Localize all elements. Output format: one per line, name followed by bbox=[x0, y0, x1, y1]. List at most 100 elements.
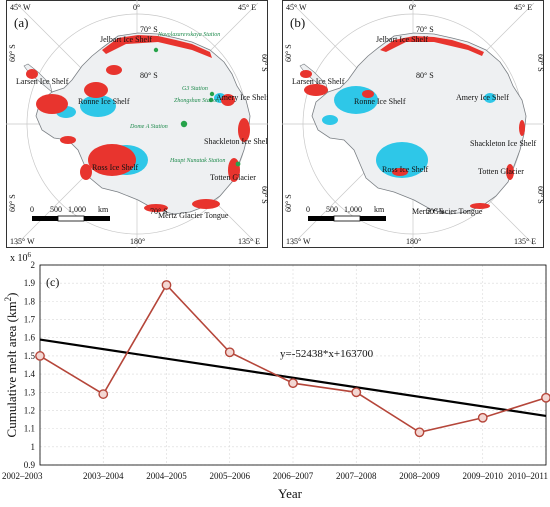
lat-60-right-bottom: 60° S bbox=[536, 186, 544, 204]
x-tick-label: 2008–2009 bbox=[399, 471, 440, 481]
ross-ice-shelf-area bbox=[376, 142, 428, 178]
melt-areas bbox=[26, 35, 250, 212]
lat-70-bottom: 70° S bbox=[426, 207, 444, 216]
data-point bbox=[161, 280, 172, 290]
g3-marker bbox=[209, 91, 215, 97]
panel-letter-c: (c) bbox=[46, 275, 59, 289]
label-dome-a: Dome A Station bbox=[129, 124, 168, 130]
y-tick-label: 1 bbox=[31, 442, 36, 452]
lat-60-right: 60° S bbox=[536, 54, 544, 72]
label-ronne: Ronne Ice Shelf bbox=[78, 97, 130, 106]
data-point bbox=[414, 427, 425, 438]
y-tick-label: 1.3 bbox=[24, 387, 36, 397]
lat-70: 70° S bbox=[416, 25, 434, 34]
data-point bbox=[224, 347, 235, 358]
scale-bar: 0 500 1,000 km bbox=[306, 205, 386, 222]
map-panel-a: 45° W 0° 45° E 135° W 180° 135° E 70° S … bbox=[6, 0, 268, 248]
scale-unit: km bbox=[374, 205, 385, 214]
y-tick-label: 1.5 bbox=[24, 351, 36, 361]
zhongshan-marker bbox=[208, 97, 214, 103]
label-ross: Ross Ice Shelf bbox=[382, 165, 429, 174]
label-totten: Totten Glacier bbox=[210, 173, 256, 182]
label-larsen: Larsen Ice Shelf bbox=[292, 77, 345, 86]
x-tick-label: 2007–2008 bbox=[336, 471, 377, 481]
y-tick-label: 0.9 bbox=[24, 460, 36, 470]
melt-areas bbox=[300, 36, 525, 209]
antarctic-continent bbox=[311, 32, 527, 215]
haupt-nunatak-marker bbox=[235, 161, 241, 167]
data-point bbox=[541, 392, 550, 403]
scale-unit: km bbox=[98, 205, 109, 214]
scale-1000: 1,000 bbox=[344, 205, 362, 214]
lon-135e: 135° E bbox=[238, 237, 260, 246]
lon-45e: 45° E bbox=[238, 3, 256, 12]
trend-line bbox=[39, 338, 547, 417]
label-novolazarevskaya: Novolazarevskaya Station bbox=[157, 32, 220, 38]
novolazarevskaya-marker bbox=[153, 47, 159, 53]
label-amery: Amery Ice Shelf bbox=[456, 93, 509, 102]
scale-0: 0 bbox=[306, 205, 310, 214]
panel-letter-b: (b) bbox=[290, 15, 305, 30]
map-a-svg: 45° W 0° 45° E 135° W 180° 135° E 70° S … bbox=[6, 0, 268, 248]
label-g3: G3 Station bbox=[182, 86, 208, 92]
lon-135e: 135° E bbox=[514, 237, 536, 246]
scale-500: 500 bbox=[50, 205, 62, 214]
label-totten: Totten Glacier bbox=[478, 167, 524, 176]
y-axis-label: Cumulative melt area (km2) bbox=[3, 293, 19, 438]
y-ticks: 0.9 1 1.1 1.2 1.3 1.4 1.5 1.6 1.7 1.8 1.9 2 bbox=[24, 260, 36, 470]
lon-0: 0° bbox=[409, 3, 416, 12]
y-tick-label: 2 bbox=[31, 260, 36, 270]
data-point bbox=[477, 412, 488, 423]
label-jelbart: Jelbart Ice Shelf bbox=[376, 35, 428, 44]
x-tick-label: 2004–2005 bbox=[146, 471, 187, 481]
lon-45w: 45° W bbox=[286, 3, 307, 12]
lat-70-bottom: 70° S bbox=[150, 207, 168, 216]
y-tick-label: 1.2 bbox=[24, 405, 35, 415]
y-tick-label: 1.9 bbox=[24, 278, 36, 288]
label-jelbart: Jelbart Ice Shelf bbox=[100, 35, 152, 44]
y-tick-label: 1.6 bbox=[24, 333, 36, 343]
grid-layer bbox=[39, 264, 547, 466]
ross-melt bbox=[88, 144, 136, 176]
lat-60-left-bottom: 60° S bbox=[284, 194, 293, 212]
lon-135w: 135° W bbox=[286, 237, 311, 246]
y-tick-label: 1.7 bbox=[24, 315, 36, 325]
station-markers bbox=[153, 47, 241, 167]
x-axis-label: Year bbox=[278, 486, 303, 501]
scale-1000: 1,000 bbox=[68, 205, 86, 214]
x-tick-label: 2005–2006 bbox=[210, 471, 251, 481]
lat-60-left-bottom: 60° S bbox=[8, 194, 17, 212]
x-tick-label: 2003–2004 bbox=[83, 471, 124, 481]
dome-a-marker bbox=[180, 120, 188, 128]
label-mertz: Mertz Glacier Tongue bbox=[158, 211, 229, 220]
lat-80: 80° S bbox=[416, 71, 434, 80]
y-multiplier: x 106 bbox=[10, 251, 32, 264]
x-tick-label: 2006–2007 bbox=[273, 471, 314, 481]
y-tick-label: 1.8 bbox=[24, 296, 36, 306]
larsen-melt bbox=[304, 84, 328, 96]
data-point bbox=[35, 351, 45, 361]
x-ticks: 2002–2003 2003–2004 2004–2005 2005–2006 2006… bbox=[2, 471, 548, 481]
label-mertz: Mertz Glacier Tongue bbox=[412, 207, 483, 216]
y-tick-label: 1.4 bbox=[24, 369, 36, 379]
lon-180: 180° bbox=[130, 237, 145, 246]
lon-0: 0° bbox=[133, 3, 140, 12]
data-point bbox=[98, 389, 109, 399]
label-zhongshan: Zhongshan Station bbox=[174, 98, 219, 104]
ronne-ice-shelf-area bbox=[80, 95, 116, 117]
y-tick-label: 1.1 bbox=[24, 424, 35, 434]
lon-180: 180° bbox=[406, 237, 421, 246]
label-ross: Ross Ice Shelf bbox=[92, 163, 139, 172]
lat-70: 70° S bbox=[140, 25, 158, 34]
label-larsen: Larsen Ice Shelf bbox=[16, 77, 69, 86]
x-tick-label: 2009–2010 bbox=[463, 471, 504, 481]
plot-frame bbox=[39, 264, 547, 466]
label-amery: Amery Ice Shelf bbox=[216, 93, 268, 102]
lat-60-left: 60° S bbox=[284, 44, 293, 62]
lon-45e: 45° E bbox=[514, 3, 532, 12]
trend-equation: y=-52438*x+163700 bbox=[280, 348, 374, 360]
lat-60-left: 60° S bbox=[8, 44, 17, 62]
map-panel-b: 45° W 0° 45° E 135° W 180° 135° E 70° S … bbox=[282, 0, 544, 248]
scale-0: 0 bbox=[30, 205, 34, 214]
lon-135w: 135° W bbox=[10, 237, 35, 246]
